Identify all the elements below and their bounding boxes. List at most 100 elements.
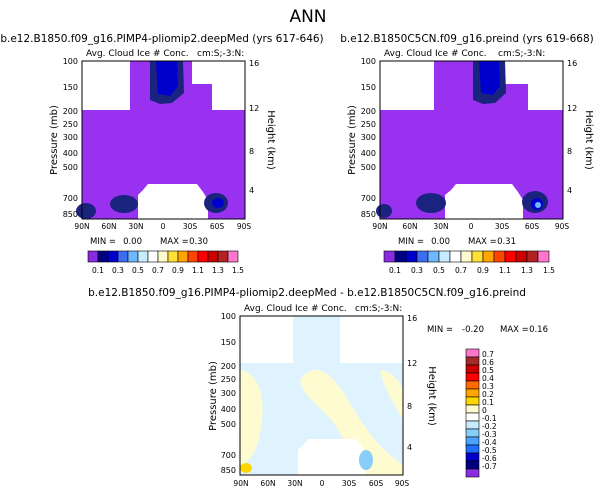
y2-tick: 4	[249, 186, 254, 195]
panel-3-top-left-white	[240, 316, 293, 363]
cb-label: 0.3	[112, 266, 124, 275]
x-tick: 60N	[402, 222, 417, 231]
panel-1-y2-ticks: 16 12 8 4	[249, 59, 259, 195]
colorbar-swatch	[482, 250, 495, 263]
x-tick: 60S	[210, 222, 225, 231]
y2-tick: 12	[407, 359, 417, 368]
panel-1: b.e12.B1850.f09_g16.PIMP4-pliomip2.deepM…	[0, 33, 323, 275]
colorbar-swatch	[449, 250, 462, 263]
panel-2-core-top-inner	[479, 61, 500, 95]
x-tick: 30N	[433, 222, 448, 231]
panel-1-max-value: 0.30	[189, 237, 208, 247]
colorbar-swatch	[405, 250, 418, 263]
panel-2-colorbar-swatches	[383, 250, 550, 263]
panel-2-frame	[379, 60, 564, 220]
panel-1-frame	[81, 60, 246, 220]
panel-2-core-left	[416, 193, 446, 213]
y2-tick: 12	[567, 104, 577, 113]
colorbar-swatch	[465, 436, 480, 446]
panel-1-colorbar: 0.1 0.3 0.5 0.7 0.9 1.1 1.3 1.5	[87, 250, 244, 275]
panel-1-core-right-inner	[212, 198, 224, 208]
panel-2-x-ticks: 90N 60N 30N 0 30S 60S 90S	[372, 222, 569, 231]
panel-3-min-label: MIN =	[427, 325, 453, 335]
colorbar-swatch	[465, 396, 480, 406]
panel-3-yellow-left	[240, 370, 263, 465]
colorbar-swatch	[465, 372, 480, 382]
colorbar-swatch	[394, 250, 407, 263]
cb-label: -0.3	[482, 430, 497, 439]
x-tick: 90S	[237, 222, 252, 231]
cb-label: 0.1	[482, 398, 494, 407]
panel-2-title: b.e12.B1850C5CN.f09_g16.preind (yrs 619-…	[340, 33, 593, 45]
colorbar-swatch	[465, 428, 480, 438]
cb-label: 1.3	[521, 266, 533, 275]
panel-2-y-ticks: 100 150 200 250 300 400 500 700 850	[361, 57, 376, 219]
colorbar-swatch	[465, 356, 480, 366]
cb-label: 0.4	[482, 374, 494, 383]
colorbar-swatch	[537, 250, 550, 263]
cb-label: -0.1	[482, 414, 497, 423]
colorbar-swatch	[515, 250, 528, 263]
panel-3-gap	[298, 439, 366, 475]
x-tick: 60N	[260, 479, 275, 488]
y2-tick: 16	[567, 59, 577, 68]
panel-2-core-edge	[376, 204, 392, 218]
colorbar-swatch	[465, 452, 480, 462]
y-tick: 700	[63, 194, 78, 203]
panel-2-core-right-center	[535, 202, 541, 208]
cb-label: -0.5	[482, 446, 497, 455]
y-tick: 850	[221, 466, 236, 475]
x-tick: 30S	[342, 479, 357, 488]
panel-1-gap	[138, 184, 208, 219]
x-tick: 90S	[395, 479, 410, 488]
panel-3-y2-ticks: 16 12 8 4	[407, 314, 417, 452]
y-tick: 850	[63, 210, 78, 219]
panel-2-colorbar: 0.1 0.3 0.5 0.7 0.9 1.1 1.3 1.5	[383, 250, 555, 275]
y-tick: 500	[361, 163, 376, 172]
cb-label: 1.1	[499, 266, 511, 275]
y-tick: 150	[63, 83, 78, 92]
panel-1-plot	[76, 60, 246, 220]
panel-2-y2label: Height (km)	[583, 110, 594, 170]
colorbar-swatch	[465, 388, 480, 398]
colorbar-swatch	[227, 250, 239, 263]
panel-1-subtitle-right: cm:S;-3:N:	[197, 49, 244, 59]
colorbar-swatch	[137, 250, 149, 263]
panel-3-max-value: 0.16	[529, 325, 548, 335]
cb-label: 0.1	[389, 266, 401, 275]
cb-label: 0.7	[152, 266, 164, 275]
y-tick: 100	[63, 57, 78, 66]
y-tick: 500	[63, 163, 78, 172]
colorbar-swatch	[97, 250, 109, 263]
y-tick: 250	[221, 375, 236, 384]
cb-label: 0.5	[482, 366, 494, 375]
x-tick: 90N	[74, 222, 89, 231]
y-tick: 250	[361, 120, 376, 129]
colorbar-swatch	[465, 460, 480, 470]
panel-3-x-ticks: 90N 60N 30N 0 30S 60S 90S	[233, 479, 409, 488]
panel-1-field	[82, 61, 245, 219]
panel-3-y-ticks: 100 150 200 250 300 400 500 700 850	[221, 312, 236, 475]
panel-1-x-ticks: 90N 60N 30N 0 30S 60S 90S	[74, 222, 251, 231]
panel-2-field	[380, 61, 563, 219]
y2-tick: 8	[249, 147, 254, 156]
cb-label: 1.1	[192, 266, 204, 275]
x-tick: 60S	[525, 222, 540, 231]
cb-label: -0.4	[482, 438, 497, 447]
panel-1-min-value: 0.00	[123, 237, 142, 247]
panel-3-ylabel: Pressure (mb)	[208, 361, 219, 431]
colorbar-swatch	[465, 348, 480, 358]
colorbar-swatch	[207, 250, 219, 263]
x-tick: 60S	[369, 479, 384, 488]
panel-3-min-value: -0.20	[462, 325, 484, 335]
colorbar-swatch	[383, 250, 396, 263]
y2-tick: 4	[567, 186, 572, 195]
panel-1-colorbar-swatches	[87, 250, 239, 263]
colorbar-swatch	[107, 250, 119, 263]
cb-label: 0.5	[132, 266, 144, 275]
panel-3-subtitle-left: Avg. Cloud Ice # Conc.	[244, 304, 347, 314]
panel-1-core-top-inner	[156, 61, 178, 96]
panel-2-plot	[376, 60, 564, 220]
y-tick: 150	[221, 338, 236, 347]
